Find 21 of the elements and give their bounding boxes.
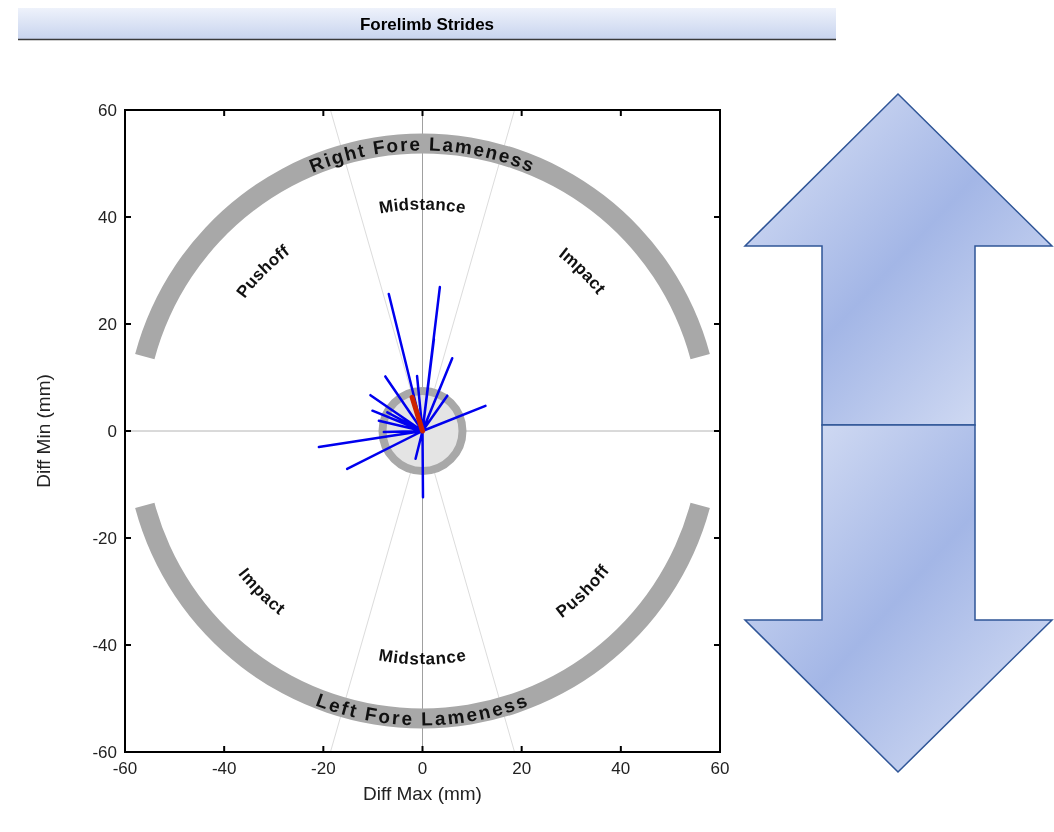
y-tick-label: -20	[92, 528, 117, 548]
y-tick-label: -60	[92, 742, 117, 762]
annotation: Midstance	[377, 644, 468, 669]
chart-title: Forelimb Strides	[359, 15, 495, 34]
x-tick-label: 0	[417, 759, 428, 778]
y-tick-label: 20	[98, 314, 117, 334]
x-tick-label: 40	[611, 759, 631, 778]
annotation: Midstance	[377, 193, 468, 218]
x-tick-label: 20	[512, 759, 532, 778]
y-tick-label: 40	[98, 207, 117, 227]
x-axis-title: Diff Max (mm)	[363, 783, 482, 804]
y-tick-label: 0	[107, 421, 117, 441]
y-tick-label: 60	[98, 100, 117, 120]
y-tick-label: -40	[92, 635, 117, 655]
x-tick-label: -20	[311, 759, 336, 778]
x-tick-label: 60	[710, 759, 730, 778]
x-tick-label: -40	[211, 759, 237, 778]
x-tick-label: -60	[112, 759, 138, 778]
line-series	[317, 285, 487, 499]
annotation: Left Fore Lameness	[313, 688, 532, 730]
y-axis-title: Diff Min (mm)	[33, 374, 54, 488]
